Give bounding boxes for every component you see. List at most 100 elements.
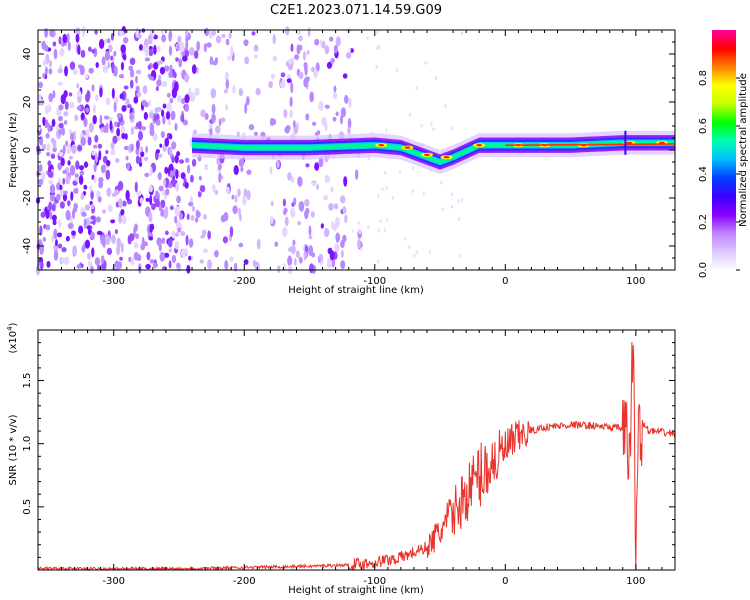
noise-blob xyxy=(130,257,135,266)
noise-blob xyxy=(61,246,67,253)
noise-blob xyxy=(191,158,197,167)
noise-blob xyxy=(49,210,53,220)
noise-blob xyxy=(110,219,116,224)
noise-blob xyxy=(318,101,324,111)
noise-blob xyxy=(160,211,165,217)
noise-blob xyxy=(376,30,379,35)
noise-blob xyxy=(451,204,454,209)
noise-blob xyxy=(97,143,103,149)
noise-blob xyxy=(175,182,180,192)
noise-blob xyxy=(160,28,165,34)
noise-blob xyxy=(92,104,97,114)
noise-blob xyxy=(145,197,150,202)
noise-blob xyxy=(255,87,261,96)
noise-blob xyxy=(83,161,89,168)
noise-blob xyxy=(200,109,206,118)
noise-blob xyxy=(59,201,65,209)
noise-blob xyxy=(211,30,217,36)
noise-blob xyxy=(244,56,250,65)
y-tick-label: 0.5 xyxy=(22,499,33,515)
noise-blob xyxy=(123,85,129,90)
noise-blob xyxy=(149,224,153,234)
noise-blob xyxy=(134,181,138,193)
noise-blob xyxy=(51,214,57,222)
noise-blob xyxy=(38,93,42,104)
noise-blob xyxy=(141,99,147,107)
noise-blob xyxy=(72,68,78,75)
noise-blob xyxy=(334,243,340,253)
noise-blob xyxy=(145,263,151,270)
noise-blob xyxy=(169,97,174,104)
noise-blob xyxy=(190,174,194,183)
noise-blob xyxy=(52,90,56,99)
noise-blob xyxy=(345,52,352,59)
noise-blob xyxy=(171,230,176,239)
noise-blob xyxy=(129,79,134,89)
noise-blob xyxy=(67,41,71,51)
noise-blob xyxy=(458,253,461,258)
noise-blob xyxy=(113,50,117,57)
noise-blob xyxy=(121,215,127,225)
noise-blob xyxy=(60,157,65,167)
noise-blob xyxy=(53,48,58,60)
noise-blob xyxy=(62,193,68,202)
noise-blob xyxy=(166,92,171,98)
noise-blob xyxy=(159,66,166,75)
noise-blob xyxy=(67,200,71,207)
noise-blob xyxy=(48,68,53,75)
noise-blob xyxy=(227,55,231,61)
noise-blob xyxy=(281,79,286,87)
noise-blob xyxy=(251,31,256,36)
noise-blob xyxy=(323,227,330,238)
noise-blob xyxy=(185,36,189,43)
noise-blob xyxy=(119,256,123,261)
noise-blob xyxy=(48,179,53,185)
noise-blob xyxy=(385,128,388,133)
noise-blob xyxy=(63,190,68,195)
noise-blob xyxy=(136,91,142,98)
noise-blob xyxy=(90,204,95,210)
noise-blob xyxy=(305,245,309,253)
spectrogram-y-ticks: -40 -20 0 20 40 xyxy=(22,41,675,259)
noise-blob xyxy=(208,123,213,129)
noise-blob xyxy=(193,50,199,59)
noise-blob xyxy=(165,188,170,196)
noise-blob xyxy=(178,37,182,44)
noise-blob xyxy=(309,91,314,103)
noise-blob xyxy=(141,28,146,33)
noise-blob xyxy=(159,251,165,262)
ridge-hotspot-core xyxy=(378,144,385,147)
noise-blob xyxy=(114,229,118,235)
noise-blob xyxy=(99,114,103,126)
noise-blob xyxy=(188,255,192,261)
noise-blob xyxy=(49,194,55,202)
noise-blob xyxy=(244,102,248,114)
noise-blob xyxy=(201,229,207,237)
noise-blob xyxy=(45,224,51,231)
noise-blob xyxy=(62,177,66,185)
noise-blob xyxy=(289,96,293,108)
noise-blob xyxy=(348,97,352,109)
noise-blob xyxy=(186,264,191,274)
noise-blob xyxy=(391,196,395,201)
noise-blob xyxy=(308,225,312,236)
noise-blob xyxy=(375,64,378,69)
noise-blob xyxy=(163,252,170,258)
noise-blob xyxy=(381,187,384,192)
noise-blob xyxy=(147,64,151,70)
snr-x-label: Height of straight line (km) xyxy=(288,585,424,596)
noise-blob xyxy=(194,217,199,223)
noise-blob xyxy=(308,245,314,256)
ridge-hotspot-core xyxy=(626,141,633,144)
noise-blob xyxy=(47,122,51,133)
noise-blob xyxy=(224,104,229,111)
noise-blob xyxy=(164,137,170,147)
noise-blob xyxy=(62,33,68,44)
noise-blob xyxy=(270,200,274,207)
noise-blob xyxy=(290,82,294,94)
noise-blob xyxy=(340,195,346,204)
noise-blob xyxy=(171,254,177,263)
noise-blob xyxy=(161,34,167,43)
noise-blob xyxy=(297,176,303,187)
